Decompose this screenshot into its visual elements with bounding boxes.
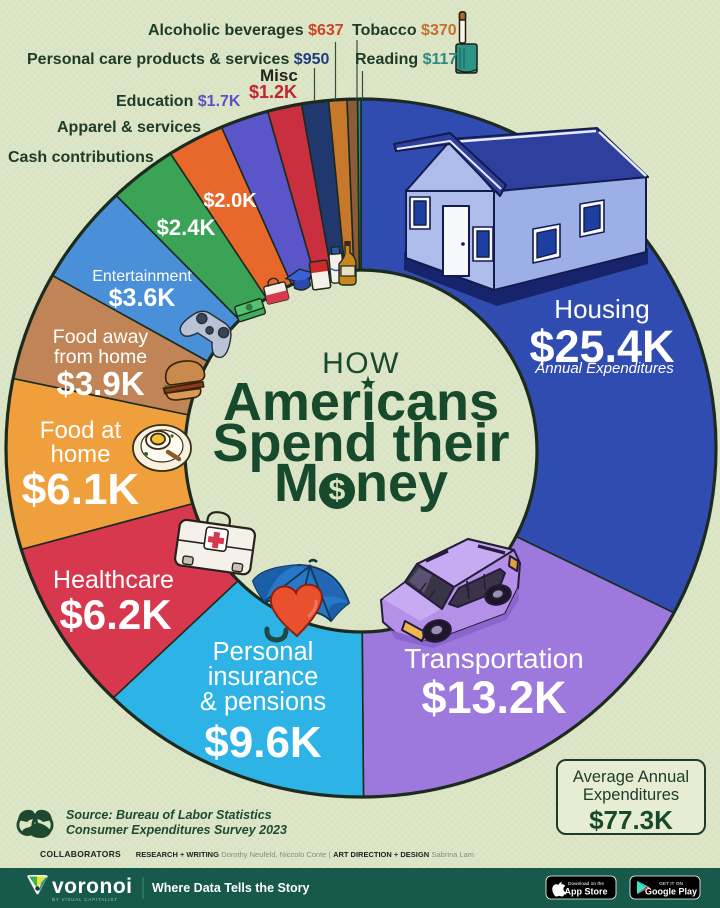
svg-text:Google Play: Google Play [645, 887, 697, 897]
svg-text:GET IT ON: GET IT ON [659, 881, 683, 887]
svg-text:Download on the: Download on the [568, 881, 604, 887]
svg-text:BY VISUAL CAPITALIST: BY VISUAL CAPITALIST [52, 897, 118, 902]
svg-text:Where Data Tells the Story: Where Data Tells the Story [152, 881, 309, 895]
svg-text:App Store: App Store [564, 887, 607, 897]
svg-text:voronoi: voronoi [52, 875, 133, 898]
